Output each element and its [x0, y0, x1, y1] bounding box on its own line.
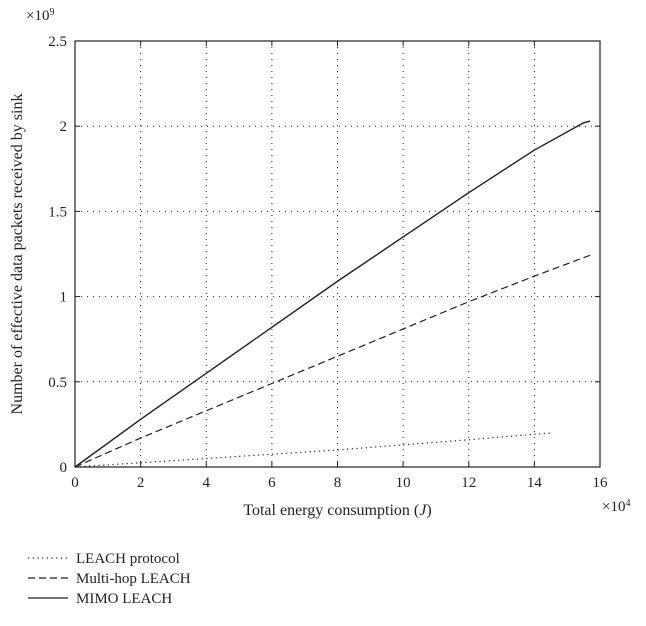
grid [75, 41, 600, 467]
x-axis-label-var: J [419, 502, 427, 519]
y-axis-multiplier: ×109 [26, 7, 54, 25]
x-tick-label: 12 [461, 475, 476, 491]
legend: LEACH protocol Multi-hop LEACH MIMO LEACH [28, 551, 191, 607]
x-tick-label: 10 [396, 475, 411, 491]
x-tick-label: 14 [527, 475, 543, 491]
y-axis-ticks: 0 0.5 1 1.5 2 2.5 [48, 34, 600, 476]
x-axis-label: Total energy consumption (J) [243, 502, 431, 519]
y-tick-label: 1.5 [48, 204, 67, 220]
x-axis-label-text: Total energy consumption ( [243, 502, 419, 519]
y-axis-label: Number of effective data packets receive… [9, 94, 26, 415]
series-group [74, 120, 594, 468]
x-multiplier-exp: 4 [625, 498, 630, 509]
series-line-3 [74, 120, 591, 468]
series-line-2 [74, 253, 594, 468]
x-tick-label: 2 [137, 475, 145, 491]
y-tick-label: 0.5 [48, 375, 67, 391]
y-tick-label: 0 [60, 460, 68, 476]
legend-label-1: LEACH protocol [76, 551, 180, 567]
x-tick-label: 4 [203, 475, 211, 491]
y-multiplier-exp: 9 [49, 7, 54, 18]
series-line-1 [74, 432, 551, 468]
x-tick-label: 0 [71, 475, 79, 491]
y-multiplier-base: ×10 [26, 8, 49, 24]
x-multiplier-base: ×10 [602, 499, 625, 515]
y-tick-label: 2 [60, 119, 68, 135]
x-tick-label: 16 [593, 475, 609, 491]
x-tick-label: 8 [334, 475, 342, 491]
legend-label-3: MIMO LEACH [76, 591, 172, 607]
plot-frame [74, 40, 601, 468]
x-tick-label: 6 [268, 475, 276, 491]
legend-label-2: Multi-hop LEACH [76, 571, 191, 587]
x-axis-ticks: 0 2 4 6 8 10 12 14 16 [71, 41, 608, 491]
x-axis-multiplier: ×104 [602, 498, 630, 516]
x-axis-label-close: ) [426, 502, 431, 519]
y-tick-label: 2.5 [48, 34, 67, 50]
y-tick-label: 1 [60, 290, 68, 306]
